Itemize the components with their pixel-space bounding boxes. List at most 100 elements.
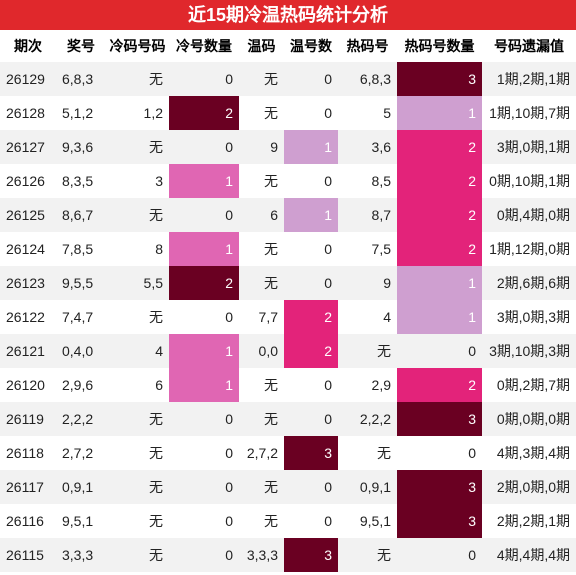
cell: 0 bbox=[225, 309, 233, 325]
cell: 26122 bbox=[6, 309, 45, 325]
cell: 2 bbox=[284, 334, 338, 368]
cell: 7,4,7 bbox=[62, 309, 94, 325]
cell: 9,5,5 bbox=[56, 266, 106, 300]
cell: 2,7,2 bbox=[62, 445, 94, 461]
cell: 7,5 bbox=[371, 241, 391, 257]
cell: 2,9 bbox=[371, 377, 391, 393]
cell: 3 bbox=[397, 470, 482, 504]
row: 26129 6,8,3 无 0 无 0 6,8,3 3 1期,2期,1期 bbox=[0, 62, 576, 96]
cell: 26121 bbox=[0, 334, 56, 368]
row: 26124 7,8,5 8 1 无 0 7,5 2 1期,12期,0期 bbox=[0, 232, 576, 266]
cell: 4 bbox=[383, 309, 391, 325]
cell: 0 bbox=[284, 470, 338, 504]
cell: 4期,3期,4期 bbox=[496, 445, 570, 461]
cell: 2期,2期,1期 bbox=[496, 513, 570, 529]
cell: 2 bbox=[397, 164, 482, 198]
cell: 无 bbox=[377, 445, 391, 461]
cell: 26125 bbox=[0, 198, 56, 232]
cell: 26128 bbox=[6, 105, 45, 121]
cell: 无 bbox=[149, 309, 163, 325]
cell: 2 bbox=[169, 266, 239, 300]
title: 近15期冷温热码统计分析 bbox=[0, 0, 576, 30]
cell: 1 bbox=[397, 266, 482, 300]
row: 26122 7,4,7 无 0 7,7 2 4 1 3期,0期,3期 bbox=[0, 300, 576, 334]
cell: 9 bbox=[338, 266, 397, 300]
row: 26118 2,7,2 无 0 2,7,2 3 无 0 4期,3期,4期 bbox=[0, 436, 576, 470]
header-cell: 温号数 bbox=[290, 38, 332, 54]
cell: 0 bbox=[169, 62, 239, 96]
cell: 3期,0期,3期 bbox=[496, 309, 570, 325]
cell: 2,2,2 bbox=[56, 402, 106, 436]
row: 26123 9,5,5 5,5 2 无 0 9 1 2期,6期,6期 bbox=[0, 266, 576, 300]
header-cell: 冷号数量 bbox=[176, 38, 232, 54]
cell: 3期,0期,1期 bbox=[482, 130, 576, 164]
cell: 1期,12期,0期 bbox=[489, 241, 570, 257]
cell: 0,9,1 bbox=[338, 470, 397, 504]
cell: 7,8,5 bbox=[62, 241, 94, 257]
cell: 6 bbox=[155, 377, 163, 393]
cell: 26119 bbox=[0, 402, 56, 436]
cell: 26115 bbox=[0, 538, 56, 572]
cell: 2 bbox=[397, 232, 482, 266]
header-cell: 热码号数量 bbox=[404, 38, 475, 54]
cell: 0 bbox=[225, 513, 233, 529]
header-cell: 温码 bbox=[247, 38, 276, 54]
cell: 1 bbox=[397, 96, 482, 130]
cell: 3 bbox=[284, 436, 338, 470]
cell: 3 bbox=[397, 62, 482, 96]
cell: 0 bbox=[169, 402, 239, 436]
row: 26125 8,6,7 无 0 6 1 8,7 2 0期,4期,0期 bbox=[0, 198, 576, 232]
row: 26120 2,9,6 6 1 无 0 2,9 2 0期,2期,7期 bbox=[0, 368, 576, 402]
cell: 1 bbox=[284, 198, 338, 232]
cell: 无 bbox=[106, 62, 169, 96]
cell: 无 bbox=[239, 470, 284, 504]
cell: 无 bbox=[149, 445, 163, 461]
cell: 26123 bbox=[0, 266, 56, 300]
cell: 无 bbox=[264, 377, 278, 393]
cell: 0期,4期,0期 bbox=[482, 198, 576, 232]
cell: 6 bbox=[239, 198, 284, 232]
cell: 1 bbox=[397, 300, 482, 334]
cell: 26117 bbox=[0, 470, 56, 504]
cell: 0 bbox=[397, 538, 482, 572]
cell: 3期,10期,3期 bbox=[482, 334, 576, 368]
cell: 4 bbox=[106, 334, 169, 368]
cell: 2期,0期,0期 bbox=[482, 470, 576, 504]
cell: 2 bbox=[284, 300, 338, 334]
cell: 0 bbox=[284, 62, 338, 96]
cell: 无 bbox=[338, 538, 397, 572]
row: 26126 8,3,5 3 1 无 0 8,5 2 0期,10期,1期 bbox=[0, 164, 576, 198]
header-cell: 号码遗漏值 bbox=[494, 38, 564, 54]
cell: 26118 bbox=[6, 445, 44, 461]
header-row: 期次 奖号 冷码号码 冷号数量 温码 温号数 热码号 热码号数量 号码遗漏值 bbox=[0, 30, 576, 62]
cell: 0 bbox=[169, 470, 239, 504]
cell: 1 bbox=[169, 232, 239, 266]
header-cell: 奖号 bbox=[67, 38, 95, 54]
row: 26119 2,2,2 无 0 无 0 2,2,2 3 0期,0期,0期 bbox=[0, 402, 576, 436]
row: 26116 9,5,1 无 0 无 0 9,5,1 3 2期,2期,1期 bbox=[0, 504, 576, 538]
cell: 0 bbox=[169, 130, 239, 164]
cell: 8,3,5 bbox=[62, 173, 94, 189]
cell: 无 bbox=[149, 513, 163, 529]
cell: 无 bbox=[264, 105, 278, 121]
cell: 0 bbox=[468, 445, 476, 461]
cell: 0 bbox=[324, 105, 332, 121]
cell: 6,8,3 bbox=[56, 62, 106, 96]
cell: 1 bbox=[284, 130, 338, 164]
cell: 4期,4期,4期 bbox=[482, 538, 576, 572]
cell: 无 bbox=[106, 130, 169, 164]
header-cell: 热码号 bbox=[346, 38, 389, 54]
cell: 8,5 bbox=[371, 173, 391, 189]
cell: 3 bbox=[397, 402, 482, 436]
cell: 26126 bbox=[6, 173, 45, 189]
cell: 0期,10期,1期 bbox=[489, 173, 570, 189]
cell: 无 bbox=[264, 513, 278, 529]
cell: 3,3,3 bbox=[56, 538, 106, 572]
cell: 7,7 bbox=[258, 309, 278, 325]
cell: 0期,2期,7期 bbox=[496, 377, 570, 393]
row: 26127 9,3,6 无 0 9 1 3,6 2 3期,0期,1期 bbox=[0, 130, 576, 164]
cell: 26120 bbox=[6, 377, 45, 393]
stats-table: 期次 奖号 冷码号码 冷号数量 温码 温号数 热码号 热码号数量 号码遗漏值 26129 6,8,… bbox=[0, 30, 576, 572]
cell: 1期,2期,1期 bbox=[482, 62, 576, 96]
